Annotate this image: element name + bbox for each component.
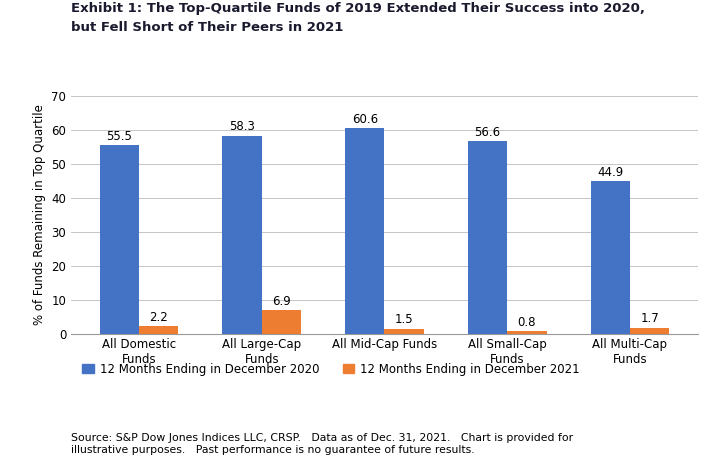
Bar [139, 326, 178, 334]
Text: 58.3: 58.3 [229, 120, 255, 133]
Text: 56.6: 56.6 [474, 126, 501, 139]
Bar [262, 310, 301, 334]
Text: 1.5: 1.5 [395, 313, 414, 326]
Bar [384, 329, 424, 334]
Text: 2.2: 2.2 [150, 311, 168, 324]
Bar [468, 142, 507, 334]
Bar [222, 136, 262, 334]
Text: 1.7: 1.7 [640, 313, 659, 325]
Bar [345, 128, 384, 334]
Bar [507, 331, 547, 334]
Text: 6.9: 6.9 [272, 295, 290, 308]
Text: Source: S&P Dow Jones Indices LLC, CRSP.   Data as of Dec. 31, 2021.   Chart is : Source: S&P Dow Jones Indices LLC, CRSP.… [71, 433, 573, 455]
Bar [630, 328, 669, 334]
Text: but Fell Short of Their Peers in 2021: but Fell Short of Their Peers in 2021 [71, 21, 344, 33]
Text: 44.9: 44.9 [597, 166, 624, 179]
Text: Exhibit 1: The Top-Quartile Funds of 2019 Extended Their Success into 2020,: Exhibit 1: The Top-Quartile Funds of 201… [71, 2, 645, 15]
Bar [100, 145, 139, 334]
Y-axis label: % of Funds Remaining in Top Quartile: % of Funds Remaining in Top Quartile [33, 104, 46, 325]
Bar [591, 181, 630, 334]
Text: 0.8: 0.8 [518, 315, 536, 329]
Legend: 12 Months Ending in December 2020, 12 Months Ending in December 2021: 12 Months Ending in December 2020, 12 Mo… [77, 358, 585, 380]
Text: 60.6: 60.6 [352, 112, 378, 126]
Text: 55.5: 55.5 [106, 130, 132, 143]
